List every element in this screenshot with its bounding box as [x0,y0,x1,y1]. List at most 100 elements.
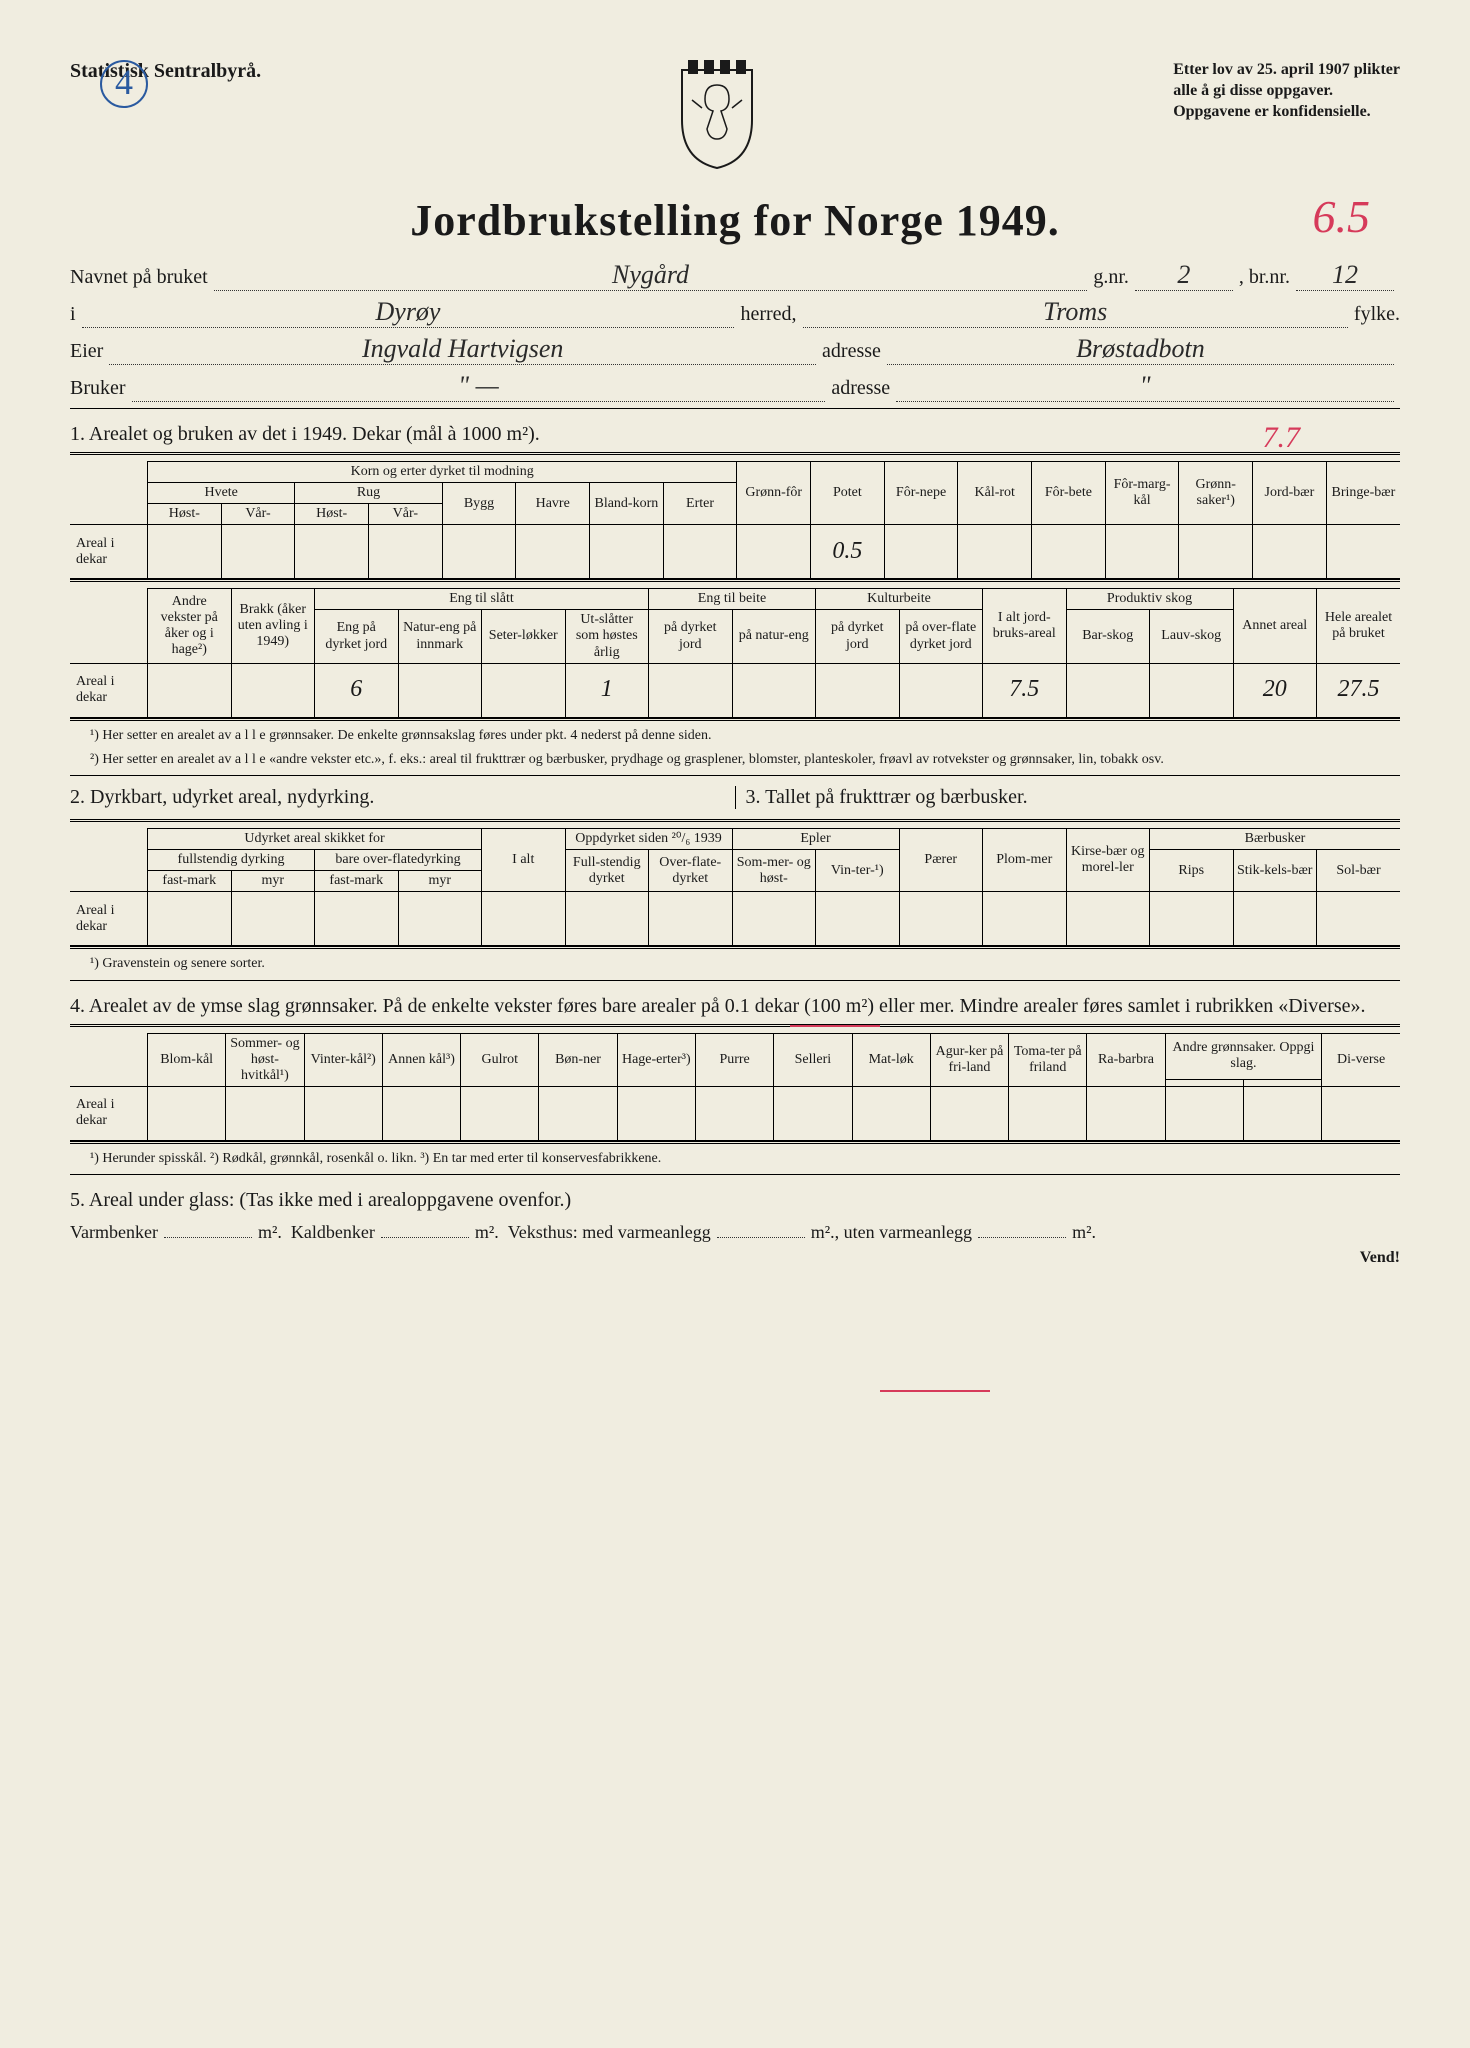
hdr-blandkorn: Bland-korn [590,483,664,525]
hdr-kirse: Kirse-bær og morel-ler [1066,829,1150,892]
hdr-kalrot: Kål-rot [958,462,1032,525]
hdr-rips: Rips [1150,850,1234,892]
cell [295,525,369,579]
u-m2-4: m². [1072,1222,1096,1243]
cell [482,663,566,717]
law-line-2: alle å gi disse oppgaver. [1173,81,1400,102]
cell [1243,1086,1321,1140]
hdr-sol: Sol-bær [1317,850,1401,892]
hdr-vinter: Vinter-kål²) [304,1033,382,1086]
hdr-rug-host: Høst- [295,504,369,525]
hdr-rug: Rug [295,483,442,504]
cell [1326,525,1400,579]
hdr-udyrket: Udyrket areal skikket for [148,829,482,850]
hdr-lauvskog: Lauv-skog [1150,610,1234,663]
cell [231,892,315,946]
hdr-forbete: Fôr-bete [1032,462,1106,525]
hdr-ialt: I alt [482,829,566,892]
hdr-havre: Havre [516,483,590,525]
hdr-epler: Epler [732,829,899,850]
cell [884,525,958,579]
hdr-annet: Annet areal [1233,589,1317,663]
val-herred: Dyrøy [82,297,735,328]
hdr-blomkal: Blom-kål [148,1033,226,1086]
hdr-purre: Purre [695,1033,773,1086]
cell [816,892,900,946]
footnote-1: ¹) Her setter en arealet av a l l e grøn… [90,727,1400,745]
val-eier: Ingvald Hartvigsen [109,334,816,365]
val-gnr: 2 [1135,260,1233,291]
lbl-eier: Eier [70,340,103,363]
cell [816,663,900,717]
cell [565,892,649,946]
hdr-baerbusker: Bærbusker [1150,829,1401,850]
row4-label: Areal i dekar [70,1086,148,1140]
cell-annet: 20 [1233,663,1317,717]
cell [695,1086,773,1140]
cell [737,525,811,579]
u-m2-1: m². [258,1222,282,1243]
hdr-gronnsaker: Grønn-saker¹) [1179,462,1253,525]
cell [1150,892,1234,946]
hdr-toma: Toma-ter på friland [1009,1033,1087,1086]
cell-potet: 0.5 [811,525,885,579]
hdr-korn: Korn og erter dyrket til modning [148,462,737,483]
red-annotation-top: 6.5 [1313,190,1371,243]
section1-title: 1. Arealet og bruken av det i 1949. Deka… [70,423,1400,446]
hdr-hage: Hage-erter³) [617,1033,695,1086]
hdr-rabarbra: Ra-barbra [1087,1033,1165,1086]
lbl-varm: Varmbenker [70,1222,158,1243]
cell [1253,525,1327,579]
vend-label: Vend! [70,1249,1400,1267]
hdr-jordbaer: Jord-bær [1253,462,1327,525]
cell [1066,663,1150,717]
cell [1087,1086,1165,1140]
table-1b: Andre vekster på åker og i hage²) Brakk … [70,588,1400,717]
cell [148,892,232,946]
form-title: Jordbrukstelling for Norge 1949. [70,195,1400,246]
cell [617,1086,695,1140]
lbl-fylke: fylke. [1354,303,1400,326]
cell [398,892,482,946]
val-fylke: Troms [803,297,1348,328]
cell [539,1086,617,1140]
section-2-3-titles: 2. Dyrkbart, udyrket areal, nydyrking. 3… [70,782,1400,813]
hdr-brakk: Brakk (åker uten avling i 1949) [231,589,315,663]
hdr-utslatt: Ut-slåtter som høstes årlig [565,610,649,663]
hdr-engslatt: Eng til slått [315,589,649,610]
hdr-bringebaer: Bringe-bær [1326,462,1400,525]
hdr-potet: Potet [811,462,885,525]
cell-ialt: 7.5 [983,663,1067,717]
law-line-1: Etter lov av 25. april 1907 plikter [1173,60,1400,81]
section2-title: 2. Dyrkbart, udyrket areal, nydyrking. [70,786,735,809]
herred-line: i Dyrøy herred, Troms fylke. [70,297,1400,328]
cell [983,892,1067,946]
cell [958,525,1032,579]
hdr-bonner: Bøn-ner [539,1033,617,1086]
lbl-herred: herred, [740,303,796,326]
hdr-rug-var: Vår- [369,504,443,525]
table-1a: Korn og erter dyrket til modning Grønn-f… [70,461,1400,579]
form-page: 4 Statistisk Sentralbyrå. Etter lov av 2… [0,0,1470,2048]
cell [1322,1086,1400,1140]
cell [315,892,399,946]
cell-utsl: 1 [565,663,649,717]
lbl-i: i [70,303,76,326]
coat-of-arms-icon [657,60,777,175]
hdr-engbeite: Eng til beite [649,589,816,610]
hdr-gulrot: Gulrot [461,1033,539,1086]
lbl-gnr: g.nr. [1093,266,1129,289]
val-kald [381,1237,469,1238]
hdr-hvete-var: Vår- [221,504,295,525]
footnote-3: ¹) Gravenstein og senere sorter. [90,955,1400,973]
cell [304,1086,382,1140]
hdr-prodskog: Produktiv skog [1066,589,1233,610]
hdr-hele: Hele arealet på bruket [1317,589,1401,663]
val-adresse: Brøstadbotn [887,334,1394,365]
hdr-sommer: Sommer- og høst-hvitkål¹) [226,1033,304,1086]
cell [852,1086,930,1140]
red-mark-1 [790,1025,880,1027]
cell [590,525,664,579]
cell-hele: 27.5 [1317,663,1401,717]
val-bruker-adresse: " [896,371,1394,402]
